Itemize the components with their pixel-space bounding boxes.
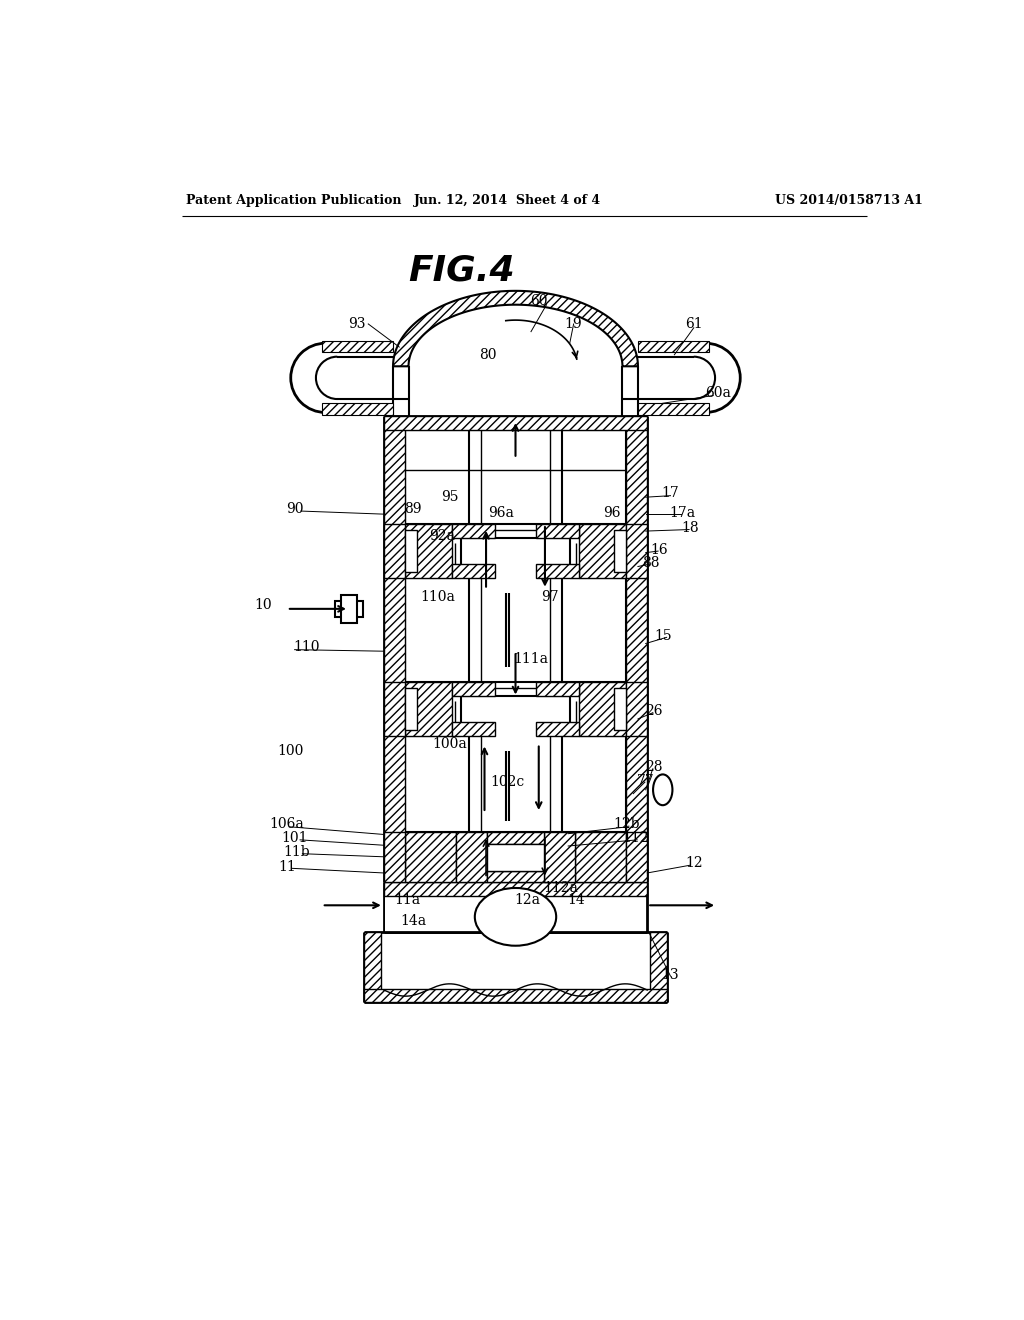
Bar bbox=[614, 688, 626, 730]
Bar bbox=[452, 524, 495, 539]
Text: 19: 19 bbox=[565, 317, 583, 331]
Text: 77: 77 bbox=[637, 774, 654, 788]
Text: 60a: 60a bbox=[706, 387, 731, 400]
Text: 102c: 102c bbox=[490, 775, 525, 789]
Text: 12b: 12b bbox=[613, 817, 640, 832]
Text: 110a: 110a bbox=[421, 590, 456, 605]
Text: 11a: 11a bbox=[394, 892, 420, 907]
Text: 95: 95 bbox=[441, 490, 459, 504]
Ellipse shape bbox=[653, 775, 673, 805]
Bar bbox=[626, 682, 647, 737]
Text: Patent Application Publication: Patent Application Publication bbox=[186, 194, 401, 207]
Bar bbox=[544, 832, 575, 882]
Text: 11b: 11b bbox=[284, 845, 310, 859]
Text: 106a: 106a bbox=[269, 817, 304, 832]
Bar bbox=[384, 882, 647, 896]
Text: 14: 14 bbox=[567, 892, 585, 907]
Bar bbox=[335, 601, 362, 616]
Text: 14a: 14a bbox=[400, 913, 426, 928]
Bar bbox=[626, 524, 647, 578]
Bar bbox=[322, 404, 393, 414]
Bar bbox=[537, 524, 579, 539]
Bar bbox=[384, 524, 406, 578]
Bar bbox=[384, 832, 406, 882]
Text: FIG.4: FIG.4 bbox=[408, 253, 515, 286]
Text: 16: 16 bbox=[650, 543, 668, 557]
Text: 12a: 12a bbox=[514, 892, 540, 907]
Bar bbox=[384, 416, 647, 430]
Bar bbox=[406, 688, 417, 730]
Bar bbox=[537, 682, 579, 696]
Text: 100a: 100a bbox=[432, 737, 467, 751]
Text: 12: 12 bbox=[685, 855, 702, 870]
Text: 18: 18 bbox=[681, 521, 698, 535]
Text: 13: 13 bbox=[662, 968, 679, 982]
Bar bbox=[406, 832, 456, 882]
Bar bbox=[365, 932, 381, 1002]
Bar bbox=[579, 524, 626, 578]
Bar bbox=[537, 564, 579, 578]
Bar bbox=[406, 524, 452, 578]
Bar bbox=[452, 722, 495, 737]
Text: US 2014/0158713 A1: US 2014/0158713 A1 bbox=[775, 194, 923, 207]
Bar bbox=[384, 416, 406, 882]
Bar bbox=[384, 682, 406, 737]
Text: 112a: 112a bbox=[543, 882, 578, 895]
Text: 100: 100 bbox=[278, 744, 304, 758]
Bar bbox=[638, 341, 710, 352]
Bar bbox=[486, 843, 544, 871]
Text: 10: 10 bbox=[255, 598, 272, 612]
Bar bbox=[452, 682, 495, 696]
Bar bbox=[452, 564, 495, 578]
Text: 96a: 96a bbox=[488, 506, 514, 520]
Text: 61: 61 bbox=[685, 317, 702, 331]
Bar bbox=[486, 832, 544, 843]
Text: 26: 26 bbox=[645, 705, 663, 718]
Text: Jun. 12, 2014  Sheet 4 of 4: Jun. 12, 2014 Sheet 4 of 4 bbox=[414, 194, 601, 207]
Text: 60: 60 bbox=[530, 294, 548, 308]
Bar bbox=[614, 531, 626, 572]
Text: 17: 17 bbox=[662, 486, 679, 500]
Text: 92a: 92a bbox=[429, 529, 455, 543]
Text: 88: 88 bbox=[642, 556, 659, 570]
Text: 90: 90 bbox=[286, 502, 303, 516]
Bar bbox=[341, 595, 356, 623]
Bar bbox=[322, 341, 393, 352]
Bar bbox=[385, 896, 646, 932]
Bar bbox=[406, 531, 417, 572]
Bar bbox=[406, 682, 452, 737]
Bar bbox=[486, 871, 544, 882]
Ellipse shape bbox=[475, 888, 556, 945]
Bar bbox=[626, 416, 647, 882]
Text: 111a: 111a bbox=[513, 652, 549, 665]
Text: 112: 112 bbox=[623, 832, 649, 845]
Bar bbox=[626, 832, 647, 882]
Bar bbox=[575, 832, 626, 882]
Text: 93: 93 bbox=[348, 317, 366, 331]
Bar bbox=[365, 989, 667, 1002]
Bar bbox=[579, 682, 626, 737]
Bar bbox=[456, 832, 486, 882]
Polygon shape bbox=[393, 290, 638, 367]
Bar bbox=[649, 932, 667, 1002]
Text: 28: 28 bbox=[645, 760, 663, 774]
Text: 89: 89 bbox=[404, 502, 422, 516]
Text: 17a: 17a bbox=[669, 506, 695, 520]
Bar bbox=[638, 404, 710, 414]
Text: 11: 11 bbox=[278, 859, 296, 874]
Text: 101: 101 bbox=[282, 832, 308, 845]
Text: 96: 96 bbox=[603, 506, 622, 520]
Text: 110: 110 bbox=[293, 640, 319, 655]
Text: 97: 97 bbox=[542, 590, 559, 605]
Bar bbox=[537, 722, 579, 737]
Text: 80: 80 bbox=[479, 347, 497, 362]
Text: 15: 15 bbox=[654, 628, 672, 643]
